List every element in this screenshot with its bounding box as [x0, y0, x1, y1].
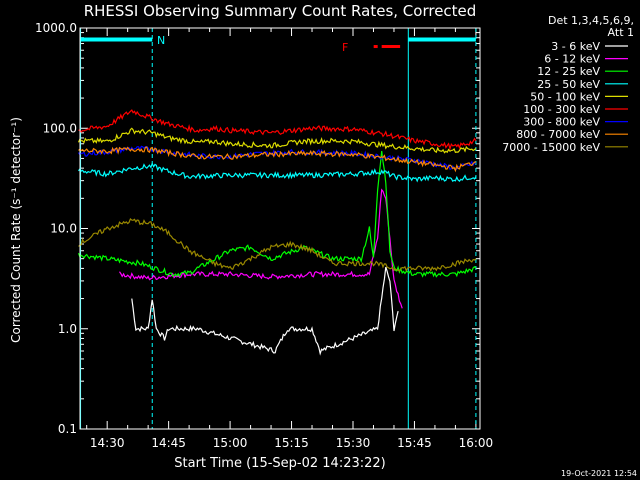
legend-entry-label: 7000 - 15000 keV [502, 141, 600, 154]
legend-entry-label: 3 - 6 keV [551, 40, 600, 53]
y-tick-label: 10.0 [50, 222, 77, 236]
night-label: N [157, 34, 165, 47]
series-line-0 [131, 266, 399, 356]
legend-entry-label: 50 - 100 keV [530, 90, 600, 103]
series-line-6 [78, 145, 476, 171]
x-tick-label: 14:45 [151, 436, 186, 450]
chart-title: RHESSI Observing Summary Count Rates, Co… [84, 2, 477, 20]
footer-timestamp: 19-Oct-2021 12:54 [561, 469, 637, 478]
legend-entry-label: 25 - 50 keV [537, 78, 600, 91]
x-tick-label: 15:30 [336, 436, 371, 450]
legend-header: Det 1,3,4,5,6,9, [548, 14, 634, 27]
y-axis-label: Corrected Count Rate (s⁻¹ detector⁻¹) [9, 117, 23, 343]
x-tick-label: 16:00 [459, 436, 494, 450]
series-line-3 [78, 162, 477, 183]
legend-entry-label: 300 - 800 keV [523, 116, 600, 129]
data-series [77, 109, 477, 356]
series-line-5 [78, 109, 477, 151]
x-tick-label: 15:00 [213, 436, 248, 450]
legend-entry-label: 6 - 12 keV [544, 53, 600, 66]
legend-header: Att 1 [608, 26, 634, 39]
legend-entry-label: 12 - 25 keV [537, 65, 600, 78]
flare-label: F [342, 41, 348, 54]
y-tick-label: 100.0 [43, 121, 77, 135]
series-line-4 [77, 127, 477, 154]
x-tick-labels: 14:30 14:45 15:00 15:15 15:30 15:45 16:00 [90, 436, 493, 450]
legend-entry-label: 100 - 300 keV [523, 103, 600, 116]
series-line-8 [78, 218, 477, 273]
x-tick-label: 15:45 [397, 436, 432, 450]
series-line-7 [78, 146, 476, 173]
series-line-2 [77, 150, 477, 278]
x-tick-label: 14:30 [90, 436, 125, 450]
y-tick-label: 1000.0 [35, 21, 77, 35]
y-tick-label: 1.0 [58, 322, 77, 336]
y-tick-labels: 0.1 1.0 10.0 100.0 1000.0 [35, 21, 77, 436]
x-axis-label: Start Time (15-Sep-02 14:23:22) [174, 456, 385, 471]
x-tick-label: 15:15 [274, 436, 309, 450]
y-tick-label: 0.1 [58, 422, 77, 436]
plot-frame [79, 27, 481, 430]
time-markers [80, 28, 477, 429]
series-line-1 [119, 188, 403, 309]
legend-entry-label: 800 - 7000 keV [516, 128, 600, 141]
